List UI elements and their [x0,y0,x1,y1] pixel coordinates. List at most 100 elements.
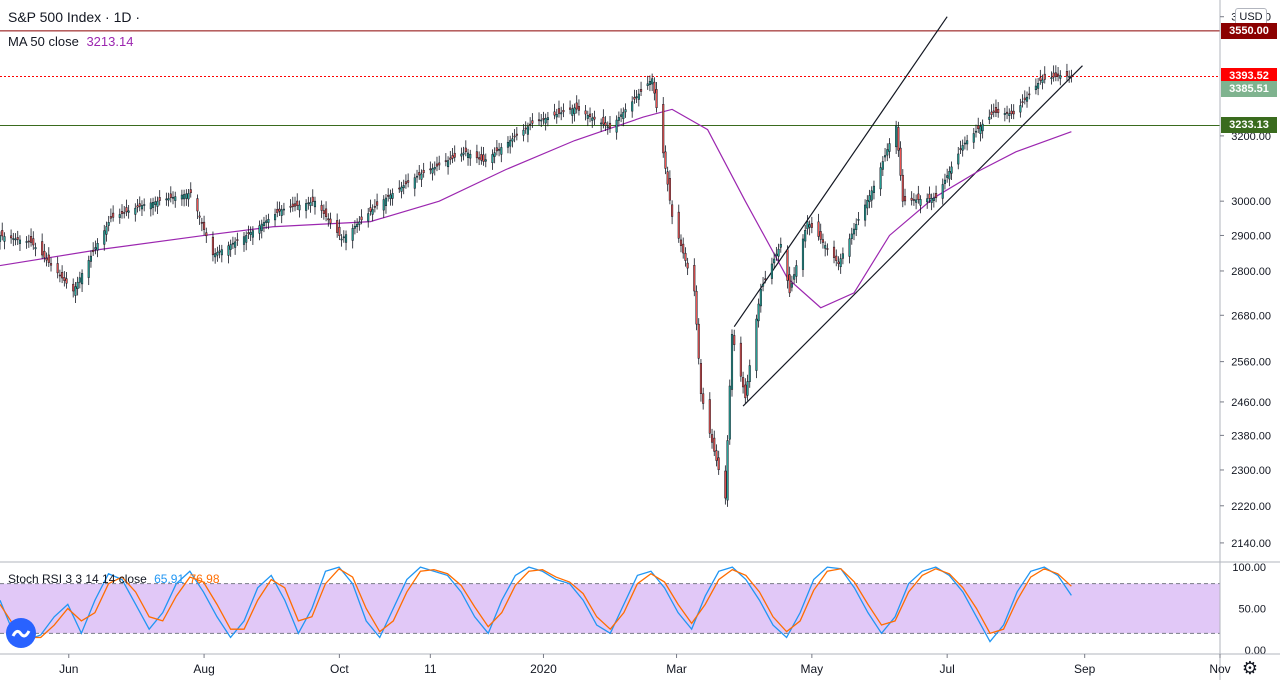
candle-body [903,196,907,202]
candle-body [591,117,594,121]
candle-body [881,161,884,170]
ma-label[interactable]: MA 50 close [8,34,79,49]
candle-body [557,108,561,114]
candle-body [87,260,90,278]
candle-body [730,334,734,390]
candle-body [804,229,807,242]
tradingview-logo-icon[interactable] [6,618,36,648]
price-tag-support: 3233.13 [1221,117,1277,134]
candle-body [742,377,745,388]
candle-body [966,140,969,145]
stoch-band [0,583,1220,634]
candle-body [174,196,177,201]
candle-body [367,213,370,222]
x-tick-label: Jun [59,662,78,676]
candle-body [247,232,250,235]
candle-body [668,178,671,201]
candle-body [431,168,434,174]
candle-body [695,291,698,325]
candle-body [992,110,995,113]
candle-body [884,155,887,158]
candle-body [529,123,532,126]
candle-body [562,109,565,113]
candle-body [260,223,263,231]
candle-body [298,204,301,211]
candle-body [777,248,780,257]
candle-body [242,236,246,245]
candle-body [41,241,44,256]
candle-body [515,133,518,136]
candle-body [1057,73,1060,77]
candle-body [671,204,674,217]
candle-body [872,185,876,193]
candle-body [1028,93,1031,96]
stoch-d-value: 76.98 [189,572,220,586]
candle-body [351,228,354,241]
gear-icon[interactable]: ⚙ [1241,658,1259,678]
chart-legend: S&P 500 Index · 1D · [8,9,140,25]
candle-body [384,197,388,206]
y-tick-label: 2800.00 [1231,266,1271,278]
ma-legend: MA 50 close 3213.14 [8,34,133,49]
candle-body [786,249,789,281]
candle-body [917,193,920,200]
candle-body [407,180,410,183]
stoch-label[interactable]: Stoch RSI 3 3 14 14 close [8,572,147,586]
candle-body [422,169,425,174]
candle-body [462,152,465,155]
candle-body [251,230,254,238]
candle-body [291,203,294,208]
candle-body [1023,97,1026,101]
candle-body [336,220,339,233]
candle-body [369,207,372,212]
candle-body [453,152,456,158]
candle-body [63,277,66,281]
stoch-y-label: 0.00 [1245,645,1266,657]
candle-body [342,236,345,239]
candle-body [1021,101,1024,103]
candle-body [961,145,964,151]
stoch-k-line [0,566,1072,643]
candle-body [451,155,454,159]
candle-body [710,434,714,443]
candle-body [231,242,234,245]
candle-body [886,149,889,156]
candle-body [27,240,30,243]
candle-body [371,209,374,215]
candle-body [1043,73,1046,80]
candle-body [12,238,15,240]
x-tick-label: Oct [330,662,349,676]
candle-body [540,119,543,122]
y-tick-label: 3000.00 [1231,196,1271,208]
candle-body [125,207,128,213]
stoch-legend: Stoch RSI 3 3 14 14 close 65.91 76.98 [8,572,220,586]
candle-body [866,199,869,209]
channel-lower-line [742,65,1083,407]
candle-body [994,107,998,113]
candle-body [10,235,13,239]
candle-body [808,224,811,228]
candle-body [608,122,612,129]
candle-body [726,440,729,501]
candle-body [779,243,782,248]
candle-body [586,115,589,119]
y-tick-label: 2300.00 [1231,465,1271,477]
candle-body [857,219,860,221]
candle-body [311,196,314,202]
candle-body [790,283,793,288]
candle-body [901,174,904,202]
symbol-title[interactable]: S&P 500 Index · 1D · [8,9,141,25]
candle-body [677,211,680,239]
price-pane [0,16,1220,407]
candle-body [959,148,962,150]
y-tick-label: 3200.00 [1231,131,1271,143]
candle-body [189,189,192,194]
candle-body [14,238,17,241]
candle-body [94,247,97,250]
candle-body [267,218,270,223]
channel-upper-line [733,16,948,328]
candle-body [112,212,115,218]
stoch-d-line [0,567,1072,639]
candle-body [546,117,549,120]
